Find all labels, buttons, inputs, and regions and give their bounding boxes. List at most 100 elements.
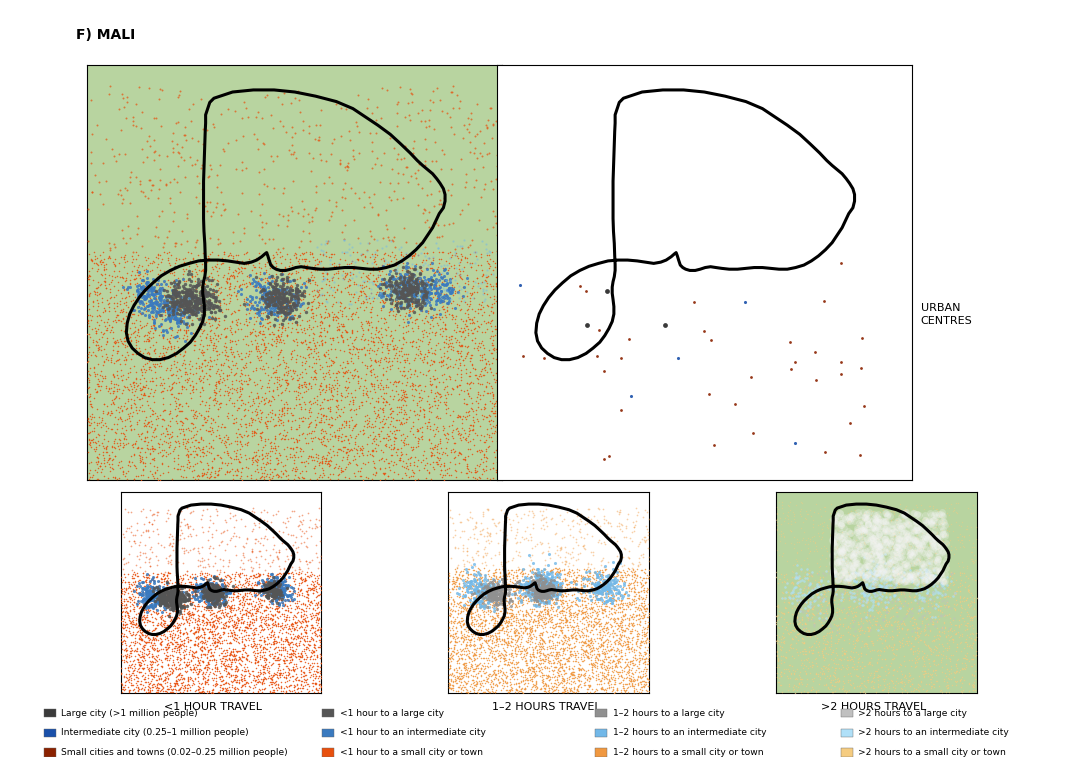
- Point: [822, 620, 840, 632]
- Point: [271, 346, 288, 358]
- Point: [471, 471, 488, 483]
- Point: [257, 457, 274, 469]
- Point: [265, 307, 283, 319]
- Point: [266, 584, 284, 596]
- Point: [192, 581, 210, 593]
- Point: [780, 593, 797, 605]
- Point: [119, 313, 136, 326]
- Point: [948, 497, 965, 509]
- Point: [217, 331, 235, 343]
- Point: [803, 644, 820, 656]
- Point: [263, 291, 281, 303]
- Point: [929, 650, 947, 662]
- Point: [826, 594, 843, 606]
- Point: [430, 356, 448, 368]
- Point: [168, 621, 186, 633]
- Point: [417, 121, 435, 133]
- Point: [610, 647, 628, 659]
- Point: [322, 382, 340, 394]
- Point: [530, 577, 547, 589]
- Point: [423, 347, 440, 360]
- Point: [486, 290, 503, 302]
- Point: [261, 577, 278, 589]
- Point: [265, 299, 283, 311]
- Point: [283, 593, 300, 605]
- Point: [633, 597, 651, 609]
- Point: [205, 637, 223, 650]
- Point: [253, 407, 271, 419]
- Point: [832, 572, 850, 584]
- Point: [117, 675, 134, 687]
- Point: [480, 579, 498, 591]
- Point: [537, 617, 555, 629]
- Point: [280, 515, 297, 527]
- Point: [478, 522, 496, 534]
- Point: [143, 415, 161, 427]
- Point: [805, 625, 822, 637]
- Point: [200, 588, 217, 600]
- Point: [364, 136, 381, 148]
- Point: [909, 623, 926, 635]
- Point: [480, 279, 498, 291]
- Point: [176, 291, 193, 303]
- Point: [232, 593, 249, 606]
- Point: [477, 634, 495, 646]
- Point: [121, 580, 139, 592]
- Point: [397, 294, 415, 306]
- Point: [80, 315, 97, 327]
- Point: [100, 458, 118, 470]
- Point: [465, 613, 483, 625]
- Point: [487, 653, 505, 665]
- Point: [941, 591, 959, 603]
- Point: [824, 565, 842, 578]
- Point: [792, 616, 809, 628]
- Point: [425, 373, 442, 385]
- Point: [206, 584, 224, 596]
- Point: [158, 593, 176, 605]
- Point: [159, 659, 177, 671]
- Point: [782, 626, 799, 638]
- Point: [811, 572, 829, 584]
- Point: [163, 649, 180, 661]
- Point: [928, 622, 946, 634]
- Point: [454, 587, 472, 600]
- Point: [894, 640, 912, 652]
- Point: [858, 594, 876, 606]
- Point: [560, 605, 578, 617]
- Point: [81, 473, 98, 485]
- Point: [285, 649, 302, 661]
- Point: [475, 602, 492, 614]
- Point: [876, 681, 893, 693]
- Point: [902, 569, 919, 581]
- Point: [356, 415, 373, 427]
- Point: [476, 599, 494, 611]
- Point: [372, 291, 390, 303]
- Point: [453, 653, 471, 665]
- Text: Large city (>1 million people): Large city (>1 million people): [61, 709, 198, 718]
- Point: [571, 631, 589, 643]
- Point: [470, 632, 487, 644]
- Point: [868, 665, 886, 677]
- Point: [119, 286, 136, 298]
- Point: [862, 592, 879, 604]
- Point: [476, 583, 494, 595]
- Point: [500, 637, 518, 649]
- Point: [189, 674, 206, 687]
- Point: [127, 614, 144, 626]
- Point: [211, 593, 228, 605]
- Point: [270, 593, 287, 605]
- Point: [275, 424, 293, 436]
- Point: [147, 310, 165, 322]
- Point: [438, 373, 455, 385]
- Point: [230, 677, 248, 689]
- Point: [265, 587, 283, 599]
- Point: [300, 377, 318, 389]
- Point: [841, 497, 858, 509]
- Point: [159, 303, 177, 315]
- Point: [309, 350, 327, 362]
- Point: [496, 586, 513, 598]
- Point: [428, 285, 446, 298]
- Point: [171, 422, 189, 435]
- Point: [271, 654, 288, 666]
- Point: [455, 119, 473, 131]
